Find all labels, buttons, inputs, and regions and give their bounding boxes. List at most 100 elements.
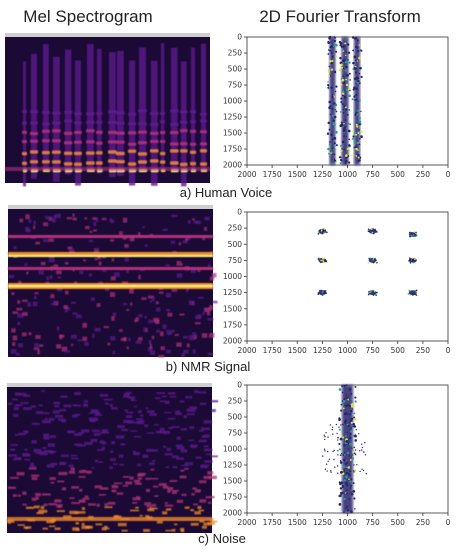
scatter-point bbox=[357, 159, 360, 163]
scatter-point bbox=[350, 484, 353, 487]
spectrogram-top-strip bbox=[8, 205, 213, 209]
scatter-point bbox=[341, 66, 343, 69]
y-tick-label: 250 bbox=[228, 397, 243, 406]
scatter-point bbox=[341, 140, 345, 144]
scatter-point bbox=[356, 76, 360, 80]
scatter-point bbox=[338, 40, 342, 44]
scatter-point bbox=[338, 428, 341, 431]
scatter-point bbox=[335, 423, 338, 426]
scatter-point bbox=[352, 61, 355, 65]
scatter-point bbox=[330, 133, 333, 137]
scatter-point bbox=[342, 407, 345, 410]
scatter-point bbox=[329, 141, 331, 143]
y-tick-label: 2000 bbox=[223, 161, 242, 170]
scatter-point bbox=[351, 457, 354, 460]
scatter-point bbox=[333, 102, 336, 105]
scatter-point bbox=[350, 478, 353, 481]
scatter-point bbox=[342, 458, 345, 461]
scatter-point bbox=[346, 509, 350, 512]
scatter-point bbox=[354, 433, 356, 435]
scatter-point bbox=[367, 293, 370, 296]
scatter-point bbox=[347, 447, 350, 450]
scatter-point bbox=[413, 293, 415, 295]
scatter-point bbox=[352, 451, 355, 454]
scatter-point bbox=[320, 292, 322, 294]
scatter-point bbox=[350, 427, 353, 429]
scatter-point bbox=[327, 460, 329, 463]
scatter-point bbox=[370, 290, 373, 293]
scatter-point bbox=[374, 290, 376, 293]
scatter-point bbox=[341, 103, 344, 106]
scatter-point bbox=[322, 257, 324, 260]
scatter-point bbox=[346, 113, 349, 116]
scatter-point bbox=[356, 125, 359, 128]
scatter-point bbox=[347, 43, 350, 46]
scatter-point bbox=[372, 294, 375, 296]
scatter-point bbox=[343, 123, 345, 125]
scatter-point bbox=[321, 294, 324, 296]
scatter-point bbox=[339, 461, 342, 464]
scatter-point bbox=[339, 454, 342, 457]
scatter-point bbox=[349, 458, 352, 461]
scatter-point bbox=[343, 126, 347, 129]
scatter-point bbox=[335, 110, 338, 113]
scatter-point bbox=[351, 98, 354, 101]
scatter-point bbox=[331, 55, 334, 58]
scatter-point bbox=[346, 461, 348, 463]
scatter-point bbox=[341, 148, 343, 150]
scatter-point bbox=[333, 449, 335, 452]
scatter-point bbox=[415, 294, 418, 296]
scatter-point bbox=[350, 492, 354, 496]
scatter-point bbox=[345, 492, 349, 495]
scatter-point bbox=[334, 466, 336, 468]
scatter-point bbox=[369, 257, 372, 260]
scatter-point bbox=[329, 59, 332, 63]
scatter-point bbox=[331, 138, 334, 141]
scatter-point bbox=[357, 156, 360, 159]
scatter-point bbox=[319, 261, 322, 264]
scatter-point bbox=[353, 471, 355, 473]
scatter-point bbox=[340, 101, 343, 104]
caption-human-voice: a) Human Voice bbox=[180, 185, 273, 200]
scatter-point bbox=[327, 152, 330, 155]
scatter-point bbox=[353, 55, 357, 59]
scatter-point bbox=[332, 450, 334, 453]
scatter-point bbox=[335, 43, 338, 47]
scatter-point bbox=[322, 229, 325, 232]
scatter-point bbox=[325, 432, 327, 434]
scatter-point bbox=[334, 90, 337, 93]
scatter-point bbox=[330, 52, 333, 54]
scatter-point bbox=[372, 291, 374, 294]
scatter-point bbox=[409, 262, 412, 264]
scatter-point bbox=[327, 121, 331, 125]
scatter-point bbox=[376, 231, 378, 233]
scatter-point bbox=[322, 455, 324, 457]
scatter-point bbox=[342, 92, 345, 95]
scatter-point bbox=[412, 234, 415, 236]
scatter-point bbox=[358, 137, 361, 140]
scatter-point bbox=[329, 105, 332, 108]
scatter-point bbox=[330, 41, 332, 43]
y-tick-label: 500 bbox=[228, 65, 243, 74]
scatter-point bbox=[338, 494, 342, 498]
scatter-point bbox=[347, 403, 350, 406]
scatter-point bbox=[348, 161, 351, 164]
scatter-point bbox=[352, 88, 355, 91]
x-tick-label: 500 bbox=[391, 346, 406, 355]
scatter-point bbox=[328, 65, 331, 68]
scatter-point bbox=[340, 159, 343, 162]
scatter-point bbox=[358, 99, 361, 102]
scatter-point bbox=[353, 417, 357, 421]
scatter-point bbox=[328, 128, 331, 131]
scatter-point bbox=[357, 109, 360, 112]
scatter-point bbox=[348, 72, 351, 75]
scatter-point bbox=[357, 39, 359, 42]
scatter-point bbox=[333, 39, 336, 43]
scatter-point bbox=[354, 37, 358, 40]
scatter-point bbox=[339, 437, 343, 441]
scatter-point bbox=[345, 489, 348, 492]
scatter-point bbox=[371, 259, 374, 261]
scatter-point bbox=[330, 151, 332, 153]
scatter-point bbox=[339, 491, 343, 495]
scatter-point bbox=[352, 130, 354, 133]
